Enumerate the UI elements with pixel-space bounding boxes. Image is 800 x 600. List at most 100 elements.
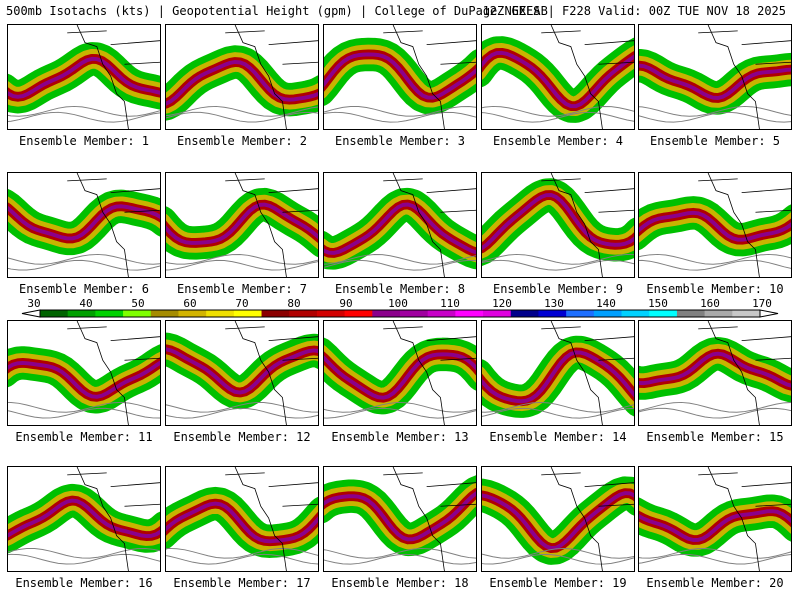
- height-contour: [639, 548, 791, 559]
- ensemble-member-label: Ensemble Member: 13: [331, 430, 469, 444]
- height-contour: [482, 253, 634, 265]
- jet-max-110kt: [482, 350, 634, 404]
- colorbar-segment: [150, 310, 179, 317]
- coastline-borders: [698, 173, 791, 277]
- jet-max-110kt: [324, 52, 476, 100]
- coastline-borders: [383, 467, 476, 571]
- colorbar-tick-label: 140: [596, 297, 616, 310]
- colorbar-segment: [621, 310, 650, 317]
- colorbar-tick-label: 100: [388, 297, 408, 310]
- colorbar-tick-label: 80: [287, 297, 300, 310]
- colorbar-segment: [427, 310, 456, 317]
- jet-max-110kt: [166, 347, 318, 395]
- height-contour: [639, 105, 791, 117]
- height-contour: [8, 259, 160, 271]
- colorbar-arrow-right: [759, 309, 779, 318]
- colorbar-tick-label: 30: [27, 297, 40, 310]
- coastline-borders: [541, 173, 634, 277]
- colorbar-segment: [676, 310, 706, 317]
- ensemble-member-label: Ensemble Member: 20: [646, 576, 784, 590]
- jet-max-110kt: [639, 509, 791, 542]
- jet-max-110kt: [166, 60, 318, 106]
- ensemble-map-6: [7, 172, 161, 278]
- jet-max-110kt: [482, 491, 634, 551]
- coastline-borders: [698, 25, 791, 129]
- coastline-borders: [67, 25, 160, 129]
- ensemble-map-12: [165, 320, 319, 426]
- ensemble-member-label: Ensemble Member: 16: [15, 576, 153, 590]
- ensemble-member-label: Ensemble Member: 19: [489, 576, 627, 590]
- coastline-borders: [383, 25, 476, 129]
- height-contour: [324, 111, 476, 123]
- jet-max-110kt: [482, 50, 634, 109]
- height-contour: [639, 253, 791, 265]
- height-contour: [639, 111, 791, 123]
- ensemble-map-11: [7, 320, 161, 426]
- coastline-borders: [67, 173, 160, 277]
- coastline-borders: [541, 467, 634, 571]
- colorbar-segment: [400, 310, 429, 317]
- colorbar-tick-label: 150: [648, 297, 668, 310]
- colorbar-segment: [178, 310, 207, 317]
- colorbar-segment: [732, 310, 761, 317]
- ensemble-map-20: [638, 466, 792, 572]
- colorbar-tick-label: 130: [544, 297, 564, 310]
- colorbar-segment: [455, 310, 484, 317]
- height-contour: [639, 259, 791, 271]
- height-contour: [482, 553, 634, 565]
- height-contour: [166, 553, 318, 565]
- colorbar-segment: [566, 310, 595, 317]
- colorbar-segment: [289, 310, 318, 317]
- jet-max-110kt: [482, 193, 634, 251]
- coastline-borders: [383, 321, 476, 425]
- colorbar-segment: [593, 310, 623, 317]
- ensemble-member-label: Ensemble Member: 4: [492, 134, 624, 148]
- height-contour: [324, 259, 476, 271]
- height-contour: [166, 547, 318, 559]
- height-contour: [639, 553, 791, 565]
- height-contour: [166, 254, 318, 265]
- ensemble-member-label: Ensemble Member: 1: [18, 134, 150, 148]
- colorbar-segment: [233, 310, 263, 317]
- jet-max-110kt: [639, 210, 791, 242]
- height-contour: [324, 553, 476, 565]
- colorbar-tick-label: 40: [79, 297, 92, 310]
- height-contour: [8, 401, 160, 413]
- height-contour: [166, 402, 318, 413]
- ensemble-member-label: Ensemble Member: 17: [173, 576, 311, 590]
- ensemble-map-5: [638, 24, 792, 130]
- jet-max-110kt: [166, 501, 318, 544]
- height-contour: [324, 106, 476, 117]
- colorbar-tick-label: 110: [440, 297, 460, 310]
- height-contour: [8, 407, 160, 419]
- ensemble-member-label: Ensemble Member: 8: [334, 282, 466, 296]
- height-contour: [482, 111, 634, 123]
- ensemble-map-13: [323, 320, 477, 426]
- ensemble-map-2: [165, 24, 319, 130]
- jet-max-110kt: [324, 491, 476, 542]
- colorbar-tick-label: 50: [131, 297, 144, 310]
- colorbar-segment: [206, 310, 235, 317]
- colorbar-segment: [40, 310, 69, 317]
- colorbar-tick-label: 90: [339, 297, 352, 310]
- jet-max-110kt: [324, 352, 476, 400]
- coastline-borders: [225, 467, 318, 571]
- colorbar-segment: [538, 310, 567, 317]
- ensemble-member-label: Ensemble Member: 15: [646, 430, 784, 444]
- ensemble-map-16: [7, 466, 161, 572]
- height-contour: [324, 407, 476, 419]
- ensemble-map-8: [323, 172, 477, 278]
- wind-speed-colorbar: 30 40 50 60 70 80 90 100 110 120 130 140 150 160 170: [21, 297, 779, 318]
- colorbar-segment: [95, 310, 124, 317]
- coastline-borders: [698, 467, 791, 571]
- ensemble-member-label: Ensemble Member: 9: [492, 282, 624, 296]
- ensemble-member-label: Ensemble Member: 3: [334, 134, 466, 148]
- height-contour: [8, 253, 160, 265]
- ensemble-map-15: [638, 320, 792, 426]
- jet-max-110kt: [8, 360, 160, 399]
- colorbar-segment: [261, 310, 290, 317]
- ensemble-member-label: Ensemble Member: 10: [646, 282, 784, 296]
- height-contour: [8, 553, 160, 565]
- jet-max-110kt: [639, 351, 791, 388]
- chart-title: 500mb Isotachs (kts) | Geopotential Heig…: [6, 4, 548, 18]
